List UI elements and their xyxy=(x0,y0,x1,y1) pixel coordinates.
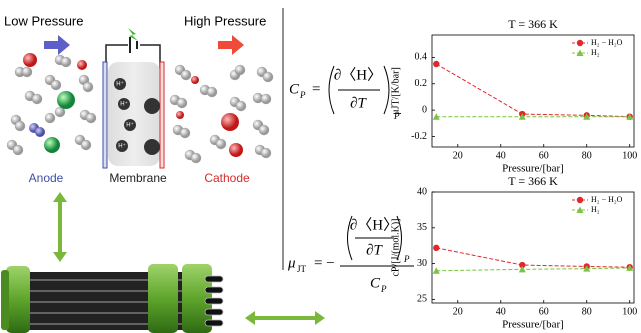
fuel-cell-stack xyxy=(1,264,224,333)
eq-numerator: ∂〈H〉 xyxy=(334,66,382,83)
eq-relation: = xyxy=(312,81,320,97)
series-line xyxy=(436,63,630,118)
marker xyxy=(518,113,526,120)
equation-mujt: μ JT = − ∂〈H〉 ∂T P C P xyxy=(287,215,414,294)
y-tick-label: 25 xyxy=(417,294,427,305)
y-tick-label: 35 xyxy=(417,222,427,233)
legend-marker xyxy=(576,196,584,204)
x-axis-label: Pressure/[bar] xyxy=(502,319,564,331)
arrow-out xyxy=(218,35,244,55)
x-tick-label: 20 xyxy=(453,150,463,161)
anode-label: Anode xyxy=(29,171,64,185)
eq-denominator: ∂T xyxy=(366,242,383,258)
cathode-label: Cathode xyxy=(204,171,250,185)
eq-lhs-sub: P xyxy=(299,90,306,100)
illustration: Low Pressure High Pressure xyxy=(1,13,325,333)
series-line xyxy=(436,247,630,268)
marker xyxy=(519,261,526,269)
bolt xyxy=(128,28,138,41)
eq-sub: P xyxy=(393,111,400,121)
plot-frame xyxy=(431,34,635,148)
y-axis-label: cP/[J/(mol.K)] xyxy=(390,218,401,276)
ions: H⁺ H⁺ H⁺ H⁺ xyxy=(114,78,136,152)
water-molecules xyxy=(23,53,243,157)
legend-label: H₂ xyxy=(591,205,600,214)
marker xyxy=(432,267,440,274)
chart-title: T = 366 K xyxy=(508,174,558,188)
marker xyxy=(626,264,634,271)
ion-label: H⁺ xyxy=(126,122,134,129)
x-tick-label: 80 xyxy=(582,150,592,161)
eq-lhs: μ xyxy=(287,255,296,271)
y-tick-label: 0.2 xyxy=(415,78,428,89)
x-tick-label: 20 xyxy=(453,306,463,317)
eq-lhs-sub: JT xyxy=(297,264,307,274)
chart-title: T = 366 K xyxy=(508,17,558,31)
marker xyxy=(583,113,591,120)
x-tick-label: 40 xyxy=(496,150,506,161)
y-tick-label: 40 xyxy=(417,186,427,197)
arrow-in xyxy=(44,35,70,55)
chart: T = 366 K Pressure/[bar] μJT/[K/bar] 20 40 60… xyxy=(390,17,637,175)
eq-outer-den-sub: P xyxy=(380,284,387,294)
vertical-arrow xyxy=(53,192,67,262)
legend-marker xyxy=(576,206,584,213)
x-tick-label: 100 xyxy=(622,306,637,317)
plot-frame xyxy=(431,191,635,304)
paren xyxy=(328,65,335,115)
low-pressure-label: Low Pressure xyxy=(4,13,83,28)
legend-marker xyxy=(576,49,584,56)
horizontal-arrow xyxy=(245,311,325,325)
legend-label: H₂ xyxy=(591,48,600,57)
x-tick-label: 40 xyxy=(496,306,506,317)
high-pressure-label: High Pressure xyxy=(184,13,266,28)
chart: T = 366 K Pressure/[bar] cP/[J/(mol.K)] 20 4… xyxy=(390,174,637,331)
eq-denominator: ∂T xyxy=(350,95,367,111)
x-axis-label: Pressure/[bar] xyxy=(502,163,564,175)
y-tick-label: 0.4 xyxy=(415,52,428,63)
eq-numerator: ∂〈H〉 xyxy=(350,216,398,233)
molecules xyxy=(6,54,274,164)
series-line xyxy=(436,267,630,272)
eq-sub: P xyxy=(403,254,410,264)
legend-label: H₂ − H₂O xyxy=(591,38,623,47)
y-axis-label: μJT/[K/bar] xyxy=(390,67,401,115)
marker xyxy=(583,265,591,272)
x-tick-label: 100 xyxy=(622,150,637,161)
x-tick-label: 80 xyxy=(582,306,592,317)
marker xyxy=(433,244,440,252)
legend-label: H₂ − H₂O xyxy=(591,195,623,204)
paren xyxy=(396,215,402,261)
x-tick-label: 60 xyxy=(539,150,549,161)
eq-relation: = − xyxy=(314,255,335,271)
cathode-electrode xyxy=(159,61,165,169)
ion-label: H⁺ xyxy=(120,101,128,108)
marker xyxy=(518,265,526,273)
y-tick-label: -0.2 xyxy=(411,131,427,142)
eq-lhs: C xyxy=(289,81,300,97)
ion-label: H⁺ xyxy=(116,81,124,88)
marker xyxy=(626,113,634,120)
paren xyxy=(347,215,353,261)
anode-electrode xyxy=(102,61,108,169)
membrane-label: Membrane xyxy=(109,171,167,185)
equation-cp: C P = ∂〈H〉 ∂T P xyxy=(289,65,400,121)
x-tick-label: 60 xyxy=(539,306,549,317)
paren xyxy=(383,65,390,115)
marker xyxy=(433,60,440,68)
y-tick-label: 0 xyxy=(422,104,427,115)
marker xyxy=(432,113,440,120)
eq-outer-den: C xyxy=(370,275,381,291)
ion-label: H⁺ xyxy=(118,143,126,150)
legend-marker xyxy=(576,39,584,47)
y-tick-label: 30 xyxy=(417,258,427,269)
